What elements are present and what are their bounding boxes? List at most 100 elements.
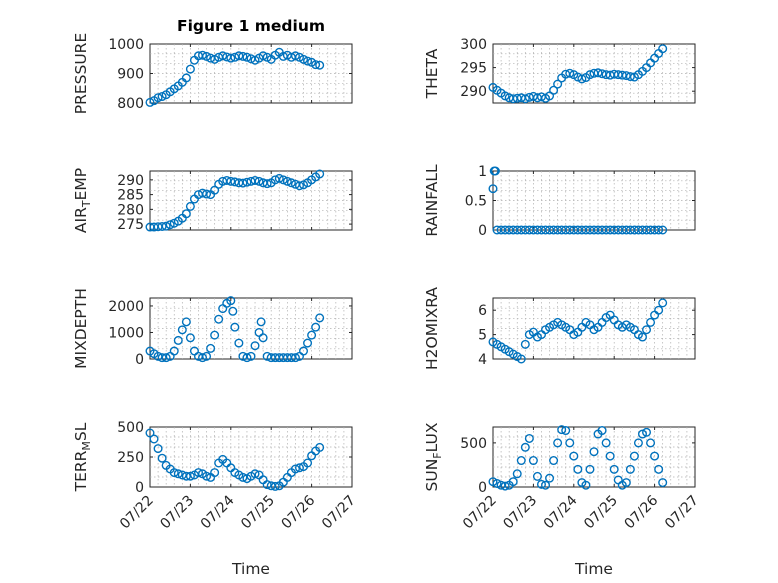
data-point [173, 335, 183, 345]
y-tick-label: 1000 [108, 325, 144, 341]
data-point [256, 317, 266, 327]
data-point [621, 71, 631, 81]
data-point [589, 447, 599, 457]
data-point [516, 456, 526, 466]
data-point [299, 54, 309, 64]
x-tick-label: 07/25 [581, 493, 621, 533]
data-point [557, 425, 567, 435]
data-point [629, 451, 639, 461]
data-point [642, 427, 652, 437]
y-tick-label: 0 [478, 480, 487, 496]
data-point [617, 70, 627, 80]
data-point [488, 477, 498, 487]
data-point [202, 471, 212, 481]
data-point [549, 456, 559, 466]
data-point [307, 330, 317, 340]
data-point [303, 56, 313, 66]
data-point [658, 44, 668, 54]
data-point [520, 442, 530, 452]
data-point [637, 332, 647, 342]
data-point [185, 471, 195, 481]
data-point [294, 463, 304, 473]
y-tick-label: 290 [117, 173, 144, 189]
data-point [516, 354, 526, 364]
data-point [202, 51, 212, 61]
y-tick-label: 5 [478, 328, 487, 344]
data-point [149, 434, 159, 444]
data-point [488, 184, 498, 194]
data-series-air-temp [145, 169, 325, 232]
data-point [234, 338, 244, 348]
data-point [238, 51, 248, 61]
x-tick-label: 07/27 [662, 493, 702, 533]
data-point [520, 94, 530, 104]
data-point [198, 50, 208, 60]
data-point [222, 175, 232, 185]
data-point [597, 69, 607, 79]
data-point [553, 79, 563, 89]
data-point [315, 169, 325, 179]
data-point [621, 478, 631, 488]
data-point [230, 322, 240, 332]
data-point [250, 175, 260, 185]
x-tick-label: 07/24 [541, 492, 581, 532]
data-point [290, 51, 300, 61]
data-point [153, 444, 163, 454]
data-point [637, 429, 647, 439]
y-tick-label: 275 [117, 217, 144, 233]
data-point [593, 68, 603, 78]
data-point [303, 458, 313, 468]
data-point [633, 438, 643, 448]
data-point [520, 339, 530, 349]
data-point [294, 181, 304, 191]
y-tick-label: 0 [135, 352, 144, 368]
y-axis-label-theta: THETA [423, 48, 441, 99]
y-tick-label: 2000 [108, 299, 144, 315]
subplot-terr-msl: 07/22 07/23 07/24 07/25 07/26 07/27 0 250 500 TER… [72, 420, 359, 532]
y-tick-label: 500 [460, 436, 487, 452]
data-point [492, 478, 502, 488]
data-point [210, 330, 220, 340]
x-tick-label: 07/22 [117, 493, 157, 533]
data-point [250, 341, 260, 351]
data-point [315, 60, 325, 70]
data-point [524, 433, 534, 443]
data-point [286, 178, 296, 188]
data-point [597, 426, 607, 436]
data-point [549, 85, 559, 95]
data-point [278, 175, 288, 185]
y-axis-label-pressure: PRESSURE [72, 33, 90, 115]
data-point [536, 479, 546, 489]
data-point [157, 453, 167, 463]
data-point [202, 351, 212, 361]
y-tick-label: 0 [478, 223, 487, 239]
data-point [242, 177, 252, 187]
data-point [210, 185, 220, 195]
data-point [145, 428, 155, 438]
data-point [625, 464, 635, 474]
x-tick-label: 07/23 [157, 493, 197, 533]
data-point [299, 346, 309, 356]
y-tick-label: 295 [460, 61, 487, 77]
data-point [181, 317, 191, 327]
x-tick-label: 07/25 [238, 493, 278, 533]
data-point [512, 469, 522, 479]
data-point [274, 173, 284, 183]
data-point [210, 468, 220, 478]
data-series-mixdepth [145, 296, 325, 363]
data-point [161, 353, 171, 363]
data-series-theta [488, 44, 668, 104]
x-tick-label: 07/27 [319, 493, 359, 533]
data-point [569, 451, 579, 461]
data-point [226, 176, 236, 186]
data-point [157, 221, 167, 231]
data-point [198, 188, 208, 198]
data-point [153, 93, 163, 103]
subplot-h2omixra: 4 5 6 H2OMIXRA [423, 287, 696, 370]
data-point [242, 52, 252, 62]
y-tick-label: 6 [478, 303, 487, 319]
data-point [228, 306, 238, 316]
y-tick-label: 800 [117, 96, 144, 112]
